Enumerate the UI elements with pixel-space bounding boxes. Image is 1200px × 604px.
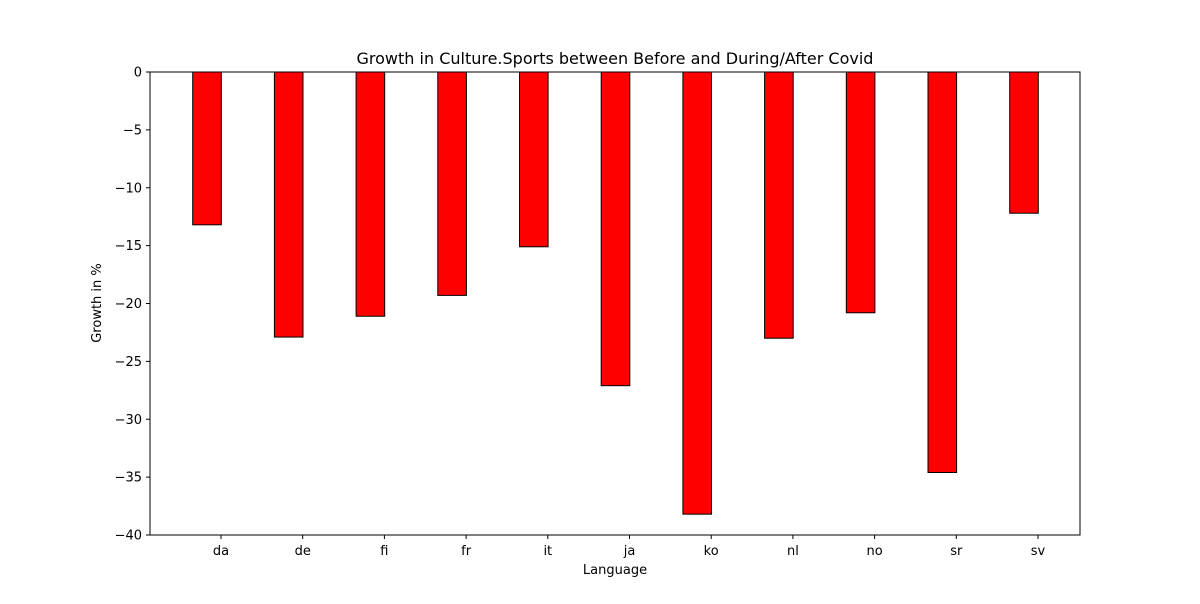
bar-sv [1009, 71, 1039, 214]
bar-it [519, 71, 549, 248]
x-axis-ticks: da de fi fr it ja ko nl no sr sv [213, 535, 1046, 559]
x-tick-label-da: da [213, 544, 229, 559]
x-tick-label-no: no [866, 544, 882, 559]
y-tick-label: 0 [134, 66, 142, 81]
y-tick-label: −15 [115, 239, 142, 254]
bar-ko [682, 71, 713, 515]
bar-sr [927, 71, 958, 473]
bar-nl [764, 71, 794, 339]
bars-layer [192, 71, 1039, 515]
x-axis-label: Language [583, 563, 647, 578]
y-tick-label: −5 [123, 123, 142, 138]
x-tick-label-sr: sr [950, 544, 963, 559]
bar-da [192, 71, 222, 226]
y-axis-ticks: 0 −5 −10 −15 −20 −25 −30 −35 −40 [115, 66, 150, 544]
x-tick-label-fi: fi [380, 544, 388, 559]
x-tick-label-ja: ja [623, 544, 636, 559]
bar-de [273, 71, 304, 338]
y-tick-label: −20 [115, 297, 142, 312]
x-tick-label-it: it [543, 544, 552, 559]
y-axis-label: Growth in % [90, 263, 105, 343]
y-tick-label: −35 [115, 471, 142, 486]
x-tick-label-sv: sv [1031, 544, 1046, 559]
bar-fi [355, 71, 386, 317]
x-tick-label-de: de [295, 544, 311, 559]
plot-frame [149, 71, 1081, 536]
chart-title: Growth in Culture.Sports between Before … [357, 49, 874, 68]
bar-no [845, 71, 876, 314]
bar-fr [437, 71, 467, 296]
x-tick-label-fr: fr [461, 544, 472, 559]
bar-ja [600, 71, 631, 387]
x-tick-label-nl: nl [787, 544, 799, 559]
y-tick-label: −25 [115, 355, 142, 370]
y-tick-label: −30 [115, 413, 142, 428]
x-tick-label-ko: ko [704, 544, 719, 559]
y-tick-label: −40 [115, 529, 142, 544]
y-tick-label: −10 [115, 181, 142, 196]
